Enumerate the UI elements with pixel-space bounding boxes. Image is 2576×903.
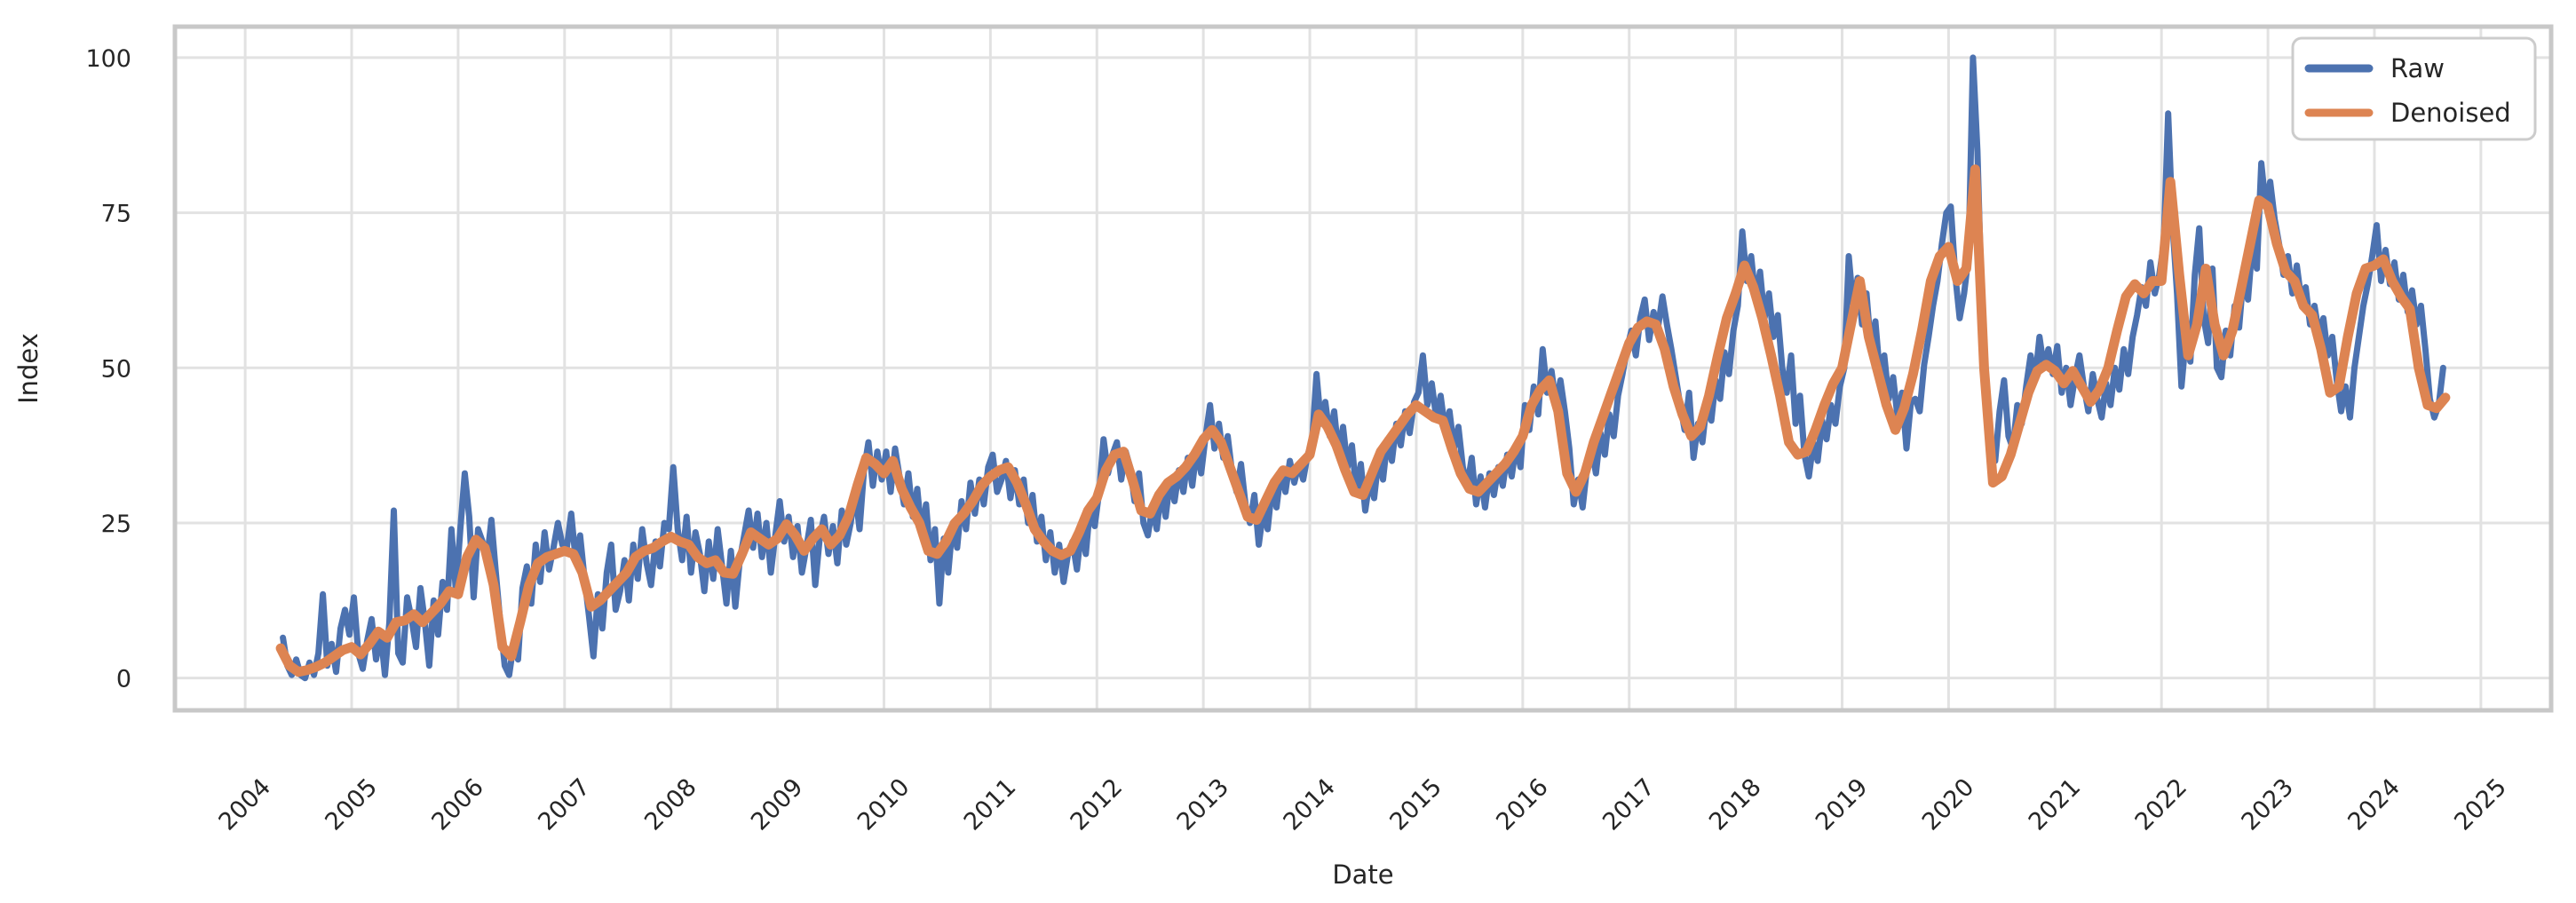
series-layer xyxy=(275,54,2451,682)
x-tick-label: 2020 xyxy=(1917,773,1980,836)
x-tick-label: 2021 xyxy=(2024,773,2087,836)
x-tick-label: 2016 xyxy=(1491,773,1554,836)
y-axis-label: Index xyxy=(13,333,44,404)
x-tick-label: 2019 xyxy=(1811,773,1874,836)
x-tick-label: 2010 xyxy=(852,773,915,836)
y-tick-label: 100 xyxy=(85,45,131,73)
x-tick-label: 2013 xyxy=(1172,773,1235,836)
x-tick-label: 2018 xyxy=(1704,773,1767,836)
y-tick-label: 0 xyxy=(116,666,131,693)
x-tick-label: 2009 xyxy=(746,773,809,836)
x-tick-labels: 2004 2005 2006 2007 2008 2009 2010 2011 2012 2013… xyxy=(214,773,2512,836)
x-tick-label: 2017 xyxy=(1597,773,1661,836)
y-tick-label: 50 xyxy=(101,355,131,383)
x-tick-label: 2005 xyxy=(320,773,383,836)
x-tick-label: 2014 xyxy=(1278,773,1341,836)
x-tick-label: 2023 xyxy=(2237,773,2300,836)
x-tick-label: 2015 xyxy=(1384,773,1447,836)
x-tick-label: 2022 xyxy=(2130,773,2193,836)
y-tick-label: 25 xyxy=(101,511,131,538)
x-tick-label: 2008 xyxy=(639,773,702,836)
legend: Raw Denoised xyxy=(2291,36,2537,141)
x-axis-label: Date xyxy=(1332,859,1393,890)
legend-denoised-label: Denoised xyxy=(2390,98,2511,128)
x-tick-label: 2025 xyxy=(2449,773,2512,836)
x-tick-label: 2004 xyxy=(214,773,277,836)
plot-border xyxy=(172,24,2554,713)
grid-layer xyxy=(175,27,2551,710)
x-tick-label: 2006 xyxy=(426,773,489,836)
x-tick-label: 2024 xyxy=(2342,773,2406,836)
x-tick-label: 2007 xyxy=(533,773,596,836)
y-tick-label: 75 xyxy=(101,201,131,228)
legend-raw-label: Raw xyxy=(2390,53,2445,83)
denoised-line xyxy=(275,164,2451,677)
x-tick-label: 2012 xyxy=(1066,773,1129,836)
x-tick-label: 2011 xyxy=(959,773,1022,836)
y-tick-labels: 0 25 50 75 100 xyxy=(85,45,131,693)
